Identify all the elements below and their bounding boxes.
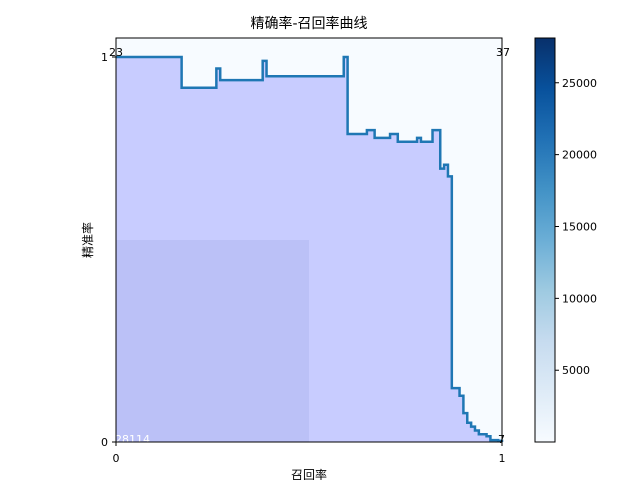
y-axis-label: 精准率 — [80, 222, 95, 258]
pr-curve-fill — [116, 57, 502, 442]
colorbar-ticks: 5000 10000 15000 20000 25000 — [555, 77, 597, 377]
heatmap-cell-label: 28114 — [115, 433, 150, 446]
colorbar-tick-label: 15000 — [562, 220, 597, 233]
colorbar-tick-label: 5000 — [562, 364, 590, 377]
curve-layer — [116, 55, 504, 443]
plot-frame — [115, 37, 503, 443]
colorbar-gradient — [534, 37, 556, 443]
y-tick-label-1: 1 — [101, 51, 108, 64]
x-tick-label-1: 1 — [499, 452, 506, 465]
heatmap-cell-label: 37 — [496, 46, 510, 59]
colorbar-tick-label: 25000 — [562, 77, 597, 90]
colorbar-tick-label: 20000 — [562, 149, 597, 162]
x-axis: 0 1 召回率 — [113, 442, 506, 480]
chart-title: 精确率-召回率曲线 — [250, 15, 367, 32]
colorbar-tick-label: 10000 — [562, 292, 597, 305]
x-axis-label: 召回率 — [291, 467, 327, 480]
x-tick-label-0: 0 — [113, 452, 120, 465]
y-tick-label-0: 0 — [101, 436, 108, 449]
y-axis: 1 0 精准率 — [80, 51, 116, 449]
colorbar: 5000 10000 15000 20000 25000 — [534, 37, 597, 443]
pr-curve-line — [116, 55, 504, 443]
